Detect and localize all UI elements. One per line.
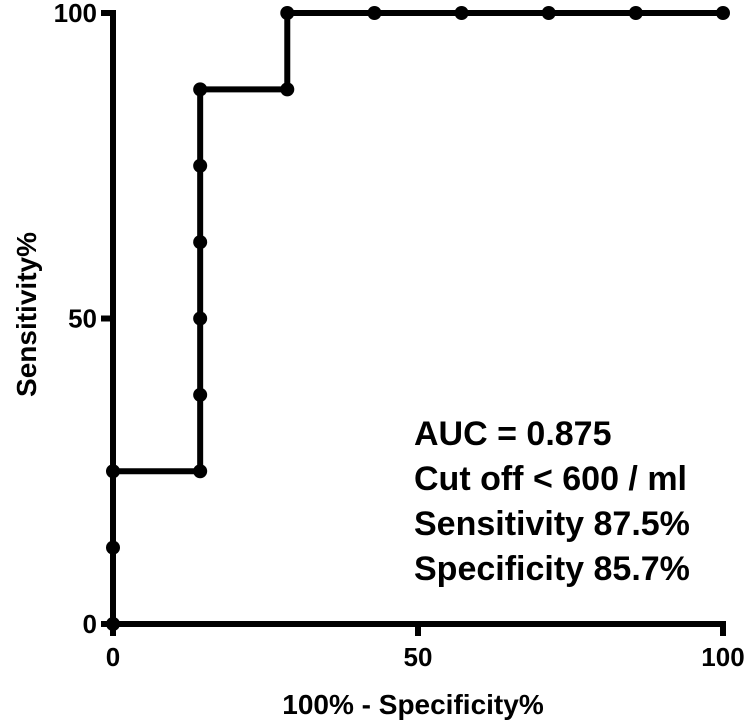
data-point <box>280 6 295 20</box>
data-point <box>193 464 208 479</box>
data-point <box>280 82 295 97</box>
data-point <box>193 235 208 250</box>
data-point <box>716 6 730 20</box>
data-point <box>628 6 643 20</box>
annotation-sensitivity: Sensitivity 87.5% <box>414 505 690 543</box>
data-point <box>106 617 120 631</box>
x-tick-label: 50 <box>404 642 433 672</box>
data-point <box>193 82 208 97</box>
data-point <box>106 464 120 479</box>
data-point <box>193 311 208 326</box>
annotation-cutoff: Cut off < 600 / ml <box>414 460 687 498</box>
data-point <box>193 387 208 402</box>
y-axis-title: Sensitivity% <box>11 232 42 397</box>
data-point <box>367 6 382 20</box>
x-axis-title: 100% - Specificity% <box>282 689 544 720</box>
x-tick-label: 0 <box>106 642 120 672</box>
data-point <box>541 6 556 20</box>
annotation-auc: AUC = 0.875 <box>414 415 612 453</box>
data-points <box>106 6 730 631</box>
y-tick-label: 50 <box>68 304 97 334</box>
x-tick-label: 100 <box>701 642 744 672</box>
data-point <box>454 6 469 20</box>
annotation-specificity: Specificity 85.7% <box>414 550 690 588</box>
y-tick-label: 0 <box>83 609 97 639</box>
tick-group: 0 50 100 0 50 100 <box>54 0 745 672</box>
data-point <box>193 158 208 173</box>
y-tick-label: 100 <box>54 0 97 28</box>
data-point <box>106 540 120 555</box>
annotation-block: AUC = 0.875 Cut off < 600 / ml Sensitivi… <box>414 415 690 588</box>
